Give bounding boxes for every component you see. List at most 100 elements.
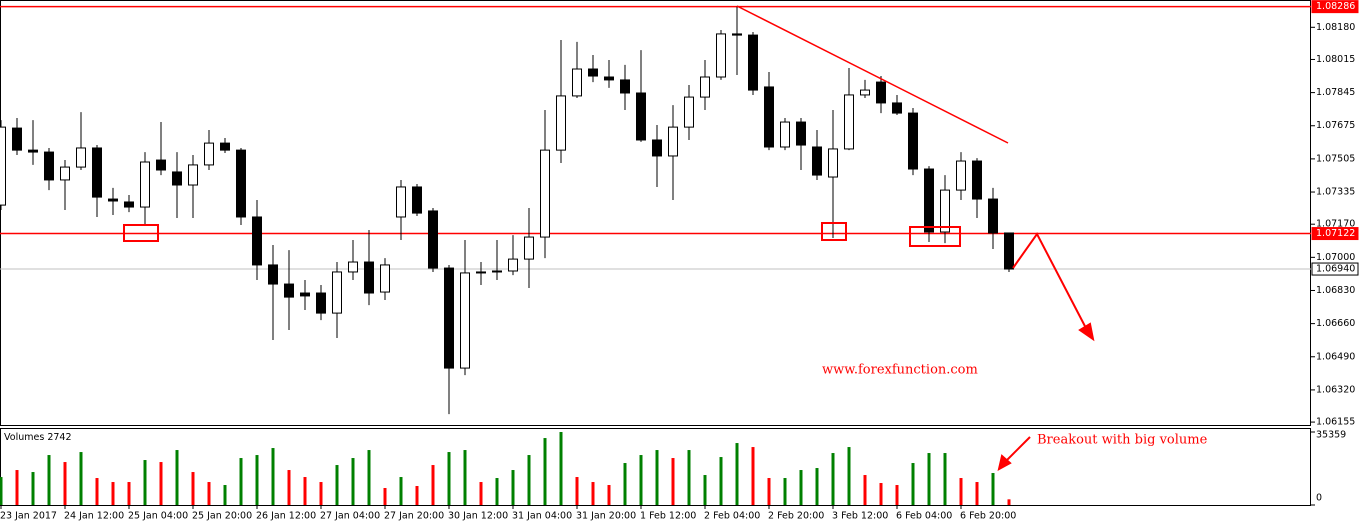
candle-body	[684, 96, 694, 128]
candle-body	[780, 121, 790, 148]
volume-bar	[15, 470, 19, 505]
volume-bar	[655, 450, 659, 505]
x-tick-label: 2 Feb 20:00	[768, 511, 824, 522]
y-tick-label: 1.07845	[1316, 87, 1355, 98]
volume-bar	[479, 482, 483, 505]
volume-bar	[943, 453, 947, 505]
watermark: www.forexfunction.com	[822, 363, 978, 378]
candle-body	[508, 258, 518, 272]
candle-body	[348, 261, 358, 273]
x-tick-label: 30 Jan 12:00	[448, 511, 508, 522]
x-tick-label: 25 Jan 20:00	[192, 511, 252, 522]
volume-bar	[431, 465, 435, 505]
arrows	[997, 232, 1095, 471]
volume-bar	[767, 478, 771, 505]
x-tick-label: 31 Jan 20:00	[576, 511, 636, 522]
volume-bar	[751, 447, 755, 505]
candle-body	[732, 33, 742, 36]
candle-body	[492, 270, 502, 273]
candle-body	[604, 76, 614, 81]
candle-body	[28, 149, 38, 153]
candle-body	[0, 126, 6, 206]
volume-bar	[495, 478, 499, 505]
level-label: 1.07122	[1316, 228, 1355, 239]
candle-body	[220, 142, 230, 151]
candle-body	[268, 264, 278, 285]
level-label-bg	[1311, 0, 1359, 14]
candle-body	[940, 189, 950, 233]
level-label: 1.06940	[1316, 264, 1355, 275]
volume-bar	[287, 470, 291, 505]
y-tick-label: 1.06490	[1316, 351, 1355, 362]
volume-bar	[239, 458, 243, 505]
y-tick-label: 1.07505	[1316, 153, 1355, 164]
volume-bar	[255, 455, 259, 505]
volume-bar	[223, 485, 227, 505]
volume-bar	[415, 486, 419, 505]
y-tick-label: 1.06320	[1316, 384, 1355, 395]
candle-body	[444, 267, 454, 369]
candle-body	[252, 216, 262, 266]
candle-body	[92, 147, 102, 198]
volume-bar	[383, 488, 387, 505]
volume-bar	[31, 472, 35, 505]
volume-bar	[911, 463, 915, 505]
candle-body	[284, 283, 294, 298]
volume-bar	[79, 452, 83, 505]
volume-panel-frame	[0, 428, 1311, 506]
x-tick-label: 25 Jan 04:00	[128, 511, 188, 522]
volume-bar	[975, 482, 979, 505]
candle-body	[332, 271, 342, 314]
volume-bar	[863, 475, 867, 505]
volume-tick-label: 0	[1316, 493, 1322, 504]
candle-body	[828, 148, 838, 178]
y-tick-label: 1.06660	[1316, 318, 1355, 329]
volume-bar	[735, 443, 739, 505]
volume-bar	[831, 453, 835, 505]
candle-body	[172, 171, 182, 186]
candle-body	[908, 112, 918, 170]
volume-bar	[319, 482, 323, 505]
y-tick-label: 1.08180	[1316, 22, 1355, 33]
candle-body	[364, 261, 374, 294]
volume-bar	[95, 478, 99, 505]
candles	[0, 6, 1014, 415]
candle-body	[316, 292, 326, 314]
candle-body	[748, 34, 758, 91]
x-tick-label: 26 Jan 12:00	[256, 511, 316, 522]
x-tick-label: 1 Feb 12:00	[640, 511, 696, 522]
arrow-head	[1078, 322, 1095, 342]
volume-bar	[207, 482, 211, 505]
support-box	[123, 224, 159, 242]
volume-bar	[143, 460, 147, 505]
volume-bar	[271, 448, 275, 505]
volume-bar	[367, 450, 371, 505]
volume-bar	[335, 465, 339, 505]
candle-body	[428, 210, 438, 269]
arrow-head	[997, 454, 1012, 471]
volume-tick-label: 35359	[1316, 430, 1346, 441]
volume-bar	[127, 482, 131, 505]
volume-last: 2742	[47, 432, 71, 443]
candle-body	[60, 166, 70, 181]
y-tick-label: 1.07170	[1316, 219, 1355, 230]
x-tick-label: 27 Jan 04:00	[320, 511, 380, 522]
y-tick-label: 1.07000	[1316, 252, 1355, 263]
volume-bar	[687, 450, 691, 505]
candle-body	[300, 292, 310, 297]
support-boxes	[123, 222, 961, 247]
annotation: Breakout with big volume	[1037, 433, 1208, 448]
x-tick-label: 6 Feb 04:00	[896, 511, 952, 522]
candle-body	[636, 92, 646, 141]
candle-body	[124, 201, 134, 208]
volume-bar	[719, 457, 723, 505]
candle-body	[812, 146, 822, 176]
volume-bar	[1007, 499, 1011, 505]
volume-label: Volumes	[4, 432, 44, 443]
candle-body	[764, 86, 774, 148]
x-tick-label: 6 Feb 20:00	[960, 511, 1016, 522]
y-tick-label: 1.06830	[1316, 285, 1355, 296]
candle-body	[476, 271, 486, 274]
